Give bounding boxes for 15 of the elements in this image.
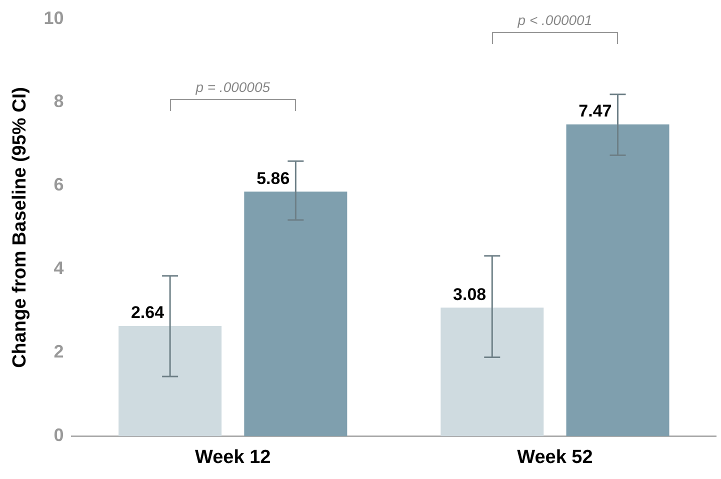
data-label: 5.86 (256, 168, 290, 188)
x-tick-label: Week 12 (195, 446, 271, 468)
y-tick-label: 2 (54, 342, 64, 362)
y-tick-label: 6 (54, 174, 64, 195)
y-tick-label: 4 (54, 258, 64, 278)
y-tick-label: 8 (54, 91, 64, 112)
annotation: p < .000001 (516, 12, 592, 28)
data-label: 2.64 (130, 303, 165, 322)
annotation: p = .000005 (194, 79, 270, 96)
y-axis-title: Change from Baseline (95% CI) (10, 87, 31, 368)
x-tick-label: Week 52 (517, 446, 593, 468)
data-label: 3.08 (453, 284, 486, 304)
y-tick-label: 0 (54, 425, 64, 446)
data-label: 7.47 (578, 102, 612, 121)
y-tick-label: 10 (44, 8, 64, 28)
